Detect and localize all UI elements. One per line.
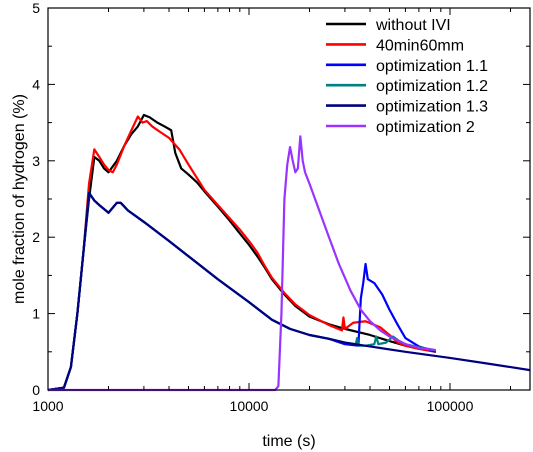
y-tick-label: 1 [32,306,40,322]
y-tick-label: 0 [32,382,40,398]
series-line-5 [47,191,531,392]
series-line-6 [48,135,436,392]
y-tick-label: 4 [32,76,40,92]
legend-label: optimization 2 [376,119,475,136]
series-line-2 [47,115,437,392]
series-line-1 [47,113,437,392]
legend-label: optimization 1.1 [376,58,488,75]
x-tick-label: 1000 [32,398,63,414]
legend-label: optimization 1.2 [376,78,488,95]
y-tick-label: 5 [32,0,40,16]
legend: without IVI 40min60mm optimization 1.1 opti… [326,17,488,136]
series-layer [47,113,531,392]
x-tick-label: 100000 [427,398,474,414]
series-line-3 [47,191,437,392]
y-tick-label: 3 [32,153,40,169]
legend-label: optimization 1.3 [376,99,488,116]
x-tick-label: 10000 [230,398,269,414]
y-axis-title: mole fraction of hydrogen (%) [11,94,28,304]
legend-label: without IVI [375,17,451,34]
x-axis-title: time (s) [262,433,315,450]
axes: 1000 10000 100000 0 1 2 3 4 5 [32,0,531,414]
legend-label: 40min60mm [376,37,464,54]
y-tick-label: 2 [32,229,40,245]
series-line-4 [47,191,437,392]
